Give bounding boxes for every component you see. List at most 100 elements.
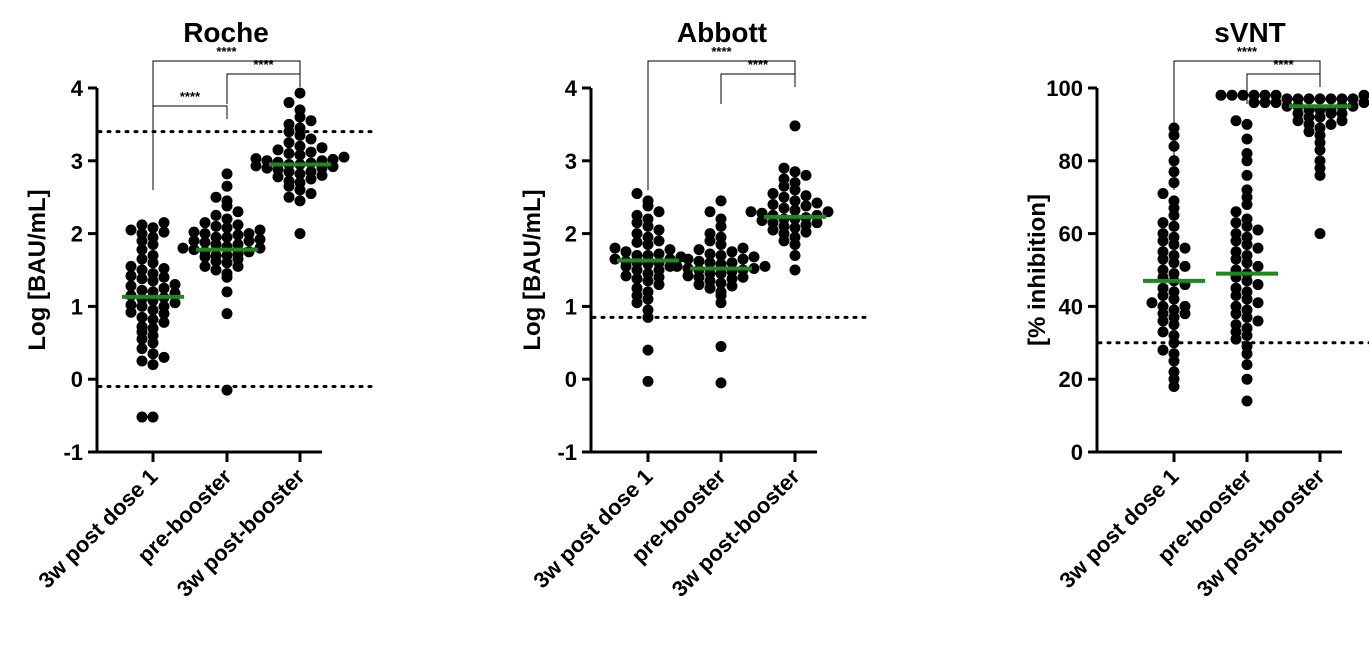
data-point — [188, 235, 200, 247]
data-point — [778, 191, 790, 203]
data-point — [642, 268, 654, 280]
data-point — [778, 173, 790, 185]
data-point — [642, 304, 654, 316]
significance-bracket — [152, 60, 301, 190]
data-point — [1241, 133, 1253, 145]
data-point — [136, 311, 148, 323]
y-tick-label: 1 — [71, 294, 83, 319]
data-point — [1314, 122, 1326, 134]
data-point — [682, 263, 694, 275]
data-point — [789, 222, 801, 234]
data-point — [147, 222, 159, 234]
data-point — [305, 188, 317, 200]
data-point — [1241, 249, 1253, 261]
data-point — [283, 148, 295, 160]
data-point — [1168, 330, 1180, 342]
data-point — [1241, 322, 1253, 334]
data-point — [642, 195, 654, 207]
y-tick-label: 20 — [1059, 367, 1083, 392]
data-point — [778, 202, 790, 214]
data-point — [1168, 195, 1180, 207]
data-point — [642, 249, 654, 261]
data-point — [642, 344, 654, 356]
data-point — [1241, 359, 1253, 371]
data-point — [1347, 93, 1359, 105]
y-tick-label: 3 — [71, 149, 83, 174]
y-tick-label: 3 — [565, 149, 577, 174]
data-point — [158, 316, 170, 328]
data-point — [221, 222, 233, 234]
significance-bracket — [1173, 60, 1321, 190]
data-point — [631, 249, 643, 261]
data-point — [250, 153, 262, 165]
data-point — [283, 191, 295, 203]
data-point — [1252, 242, 1264, 254]
y-tick-label: 80 — [1059, 149, 1083, 174]
data-point — [158, 263, 170, 275]
data-point — [811, 197, 823, 209]
y-tick-label: 4 — [565, 76, 578, 101]
data-point — [693, 244, 705, 256]
data-point — [759, 260, 771, 272]
data-point — [1241, 169, 1253, 181]
data-point — [136, 284, 148, 296]
data-point — [210, 264, 222, 276]
data-point — [1157, 228, 1169, 240]
data-point — [136, 244, 148, 256]
data-point — [1168, 249, 1180, 261]
data-point — [305, 146, 317, 158]
data-point — [1325, 118, 1337, 130]
data-point — [125, 299, 137, 311]
data-point — [715, 231, 727, 243]
data-point — [221, 268, 233, 280]
significance-label: **** — [711, 44, 732, 59]
data-point — [789, 177, 801, 189]
data-point — [715, 268, 727, 280]
data-point — [1248, 89, 1260, 101]
data-point — [704, 268, 716, 280]
data-point — [1157, 188, 1169, 200]
y-tick-label: 2 — [71, 222, 83, 247]
data-point — [1230, 206, 1242, 218]
data-point — [642, 375, 654, 387]
data-point — [221, 384, 233, 396]
data-point — [232, 206, 244, 218]
data-point — [1314, 228, 1326, 240]
data-point — [789, 231, 801, 243]
data-point — [704, 206, 716, 218]
data-point — [305, 133, 317, 145]
data-point — [136, 264, 148, 276]
data-point — [254, 233, 266, 245]
data-point — [177, 242, 189, 254]
data-point — [136, 253, 148, 265]
data-point — [800, 190, 812, 202]
data-point — [1237, 89, 1249, 101]
y-tick-label: 4 — [71, 76, 84, 101]
data-point — [221, 168, 233, 180]
data-point — [631, 282, 643, 294]
data-point — [767, 198, 779, 210]
data-point — [1241, 304, 1253, 316]
data-point — [136, 343, 148, 355]
data-point — [653, 235, 665, 247]
data-point — [789, 195, 801, 207]
data-point — [283, 97, 295, 109]
data-point — [294, 177, 306, 189]
data-point — [283, 137, 295, 149]
data-point — [715, 286, 727, 298]
significance-bracket — [226, 73, 301, 104]
data-point — [1314, 155, 1326, 167]
data-point — [221, 195, 233, 207]
data-point — [232, 219, 244, 231]
x-category-label: 3w post dose 1 — [33, 464, 162, 593]
data-point — [1252, 260, 1264, 272]
data-point — [210, 220, 222, 232]
data-point — [210, 191, 222, 203]
y-tick-label: 0 — [565, 367, 577, 392]
data-point — [294, 168, 306, 180]
data-point — [715, 377, 727, 389]
data-point — [272, 144, 284, 156]
data-point — [294, 122, 306, 134]
